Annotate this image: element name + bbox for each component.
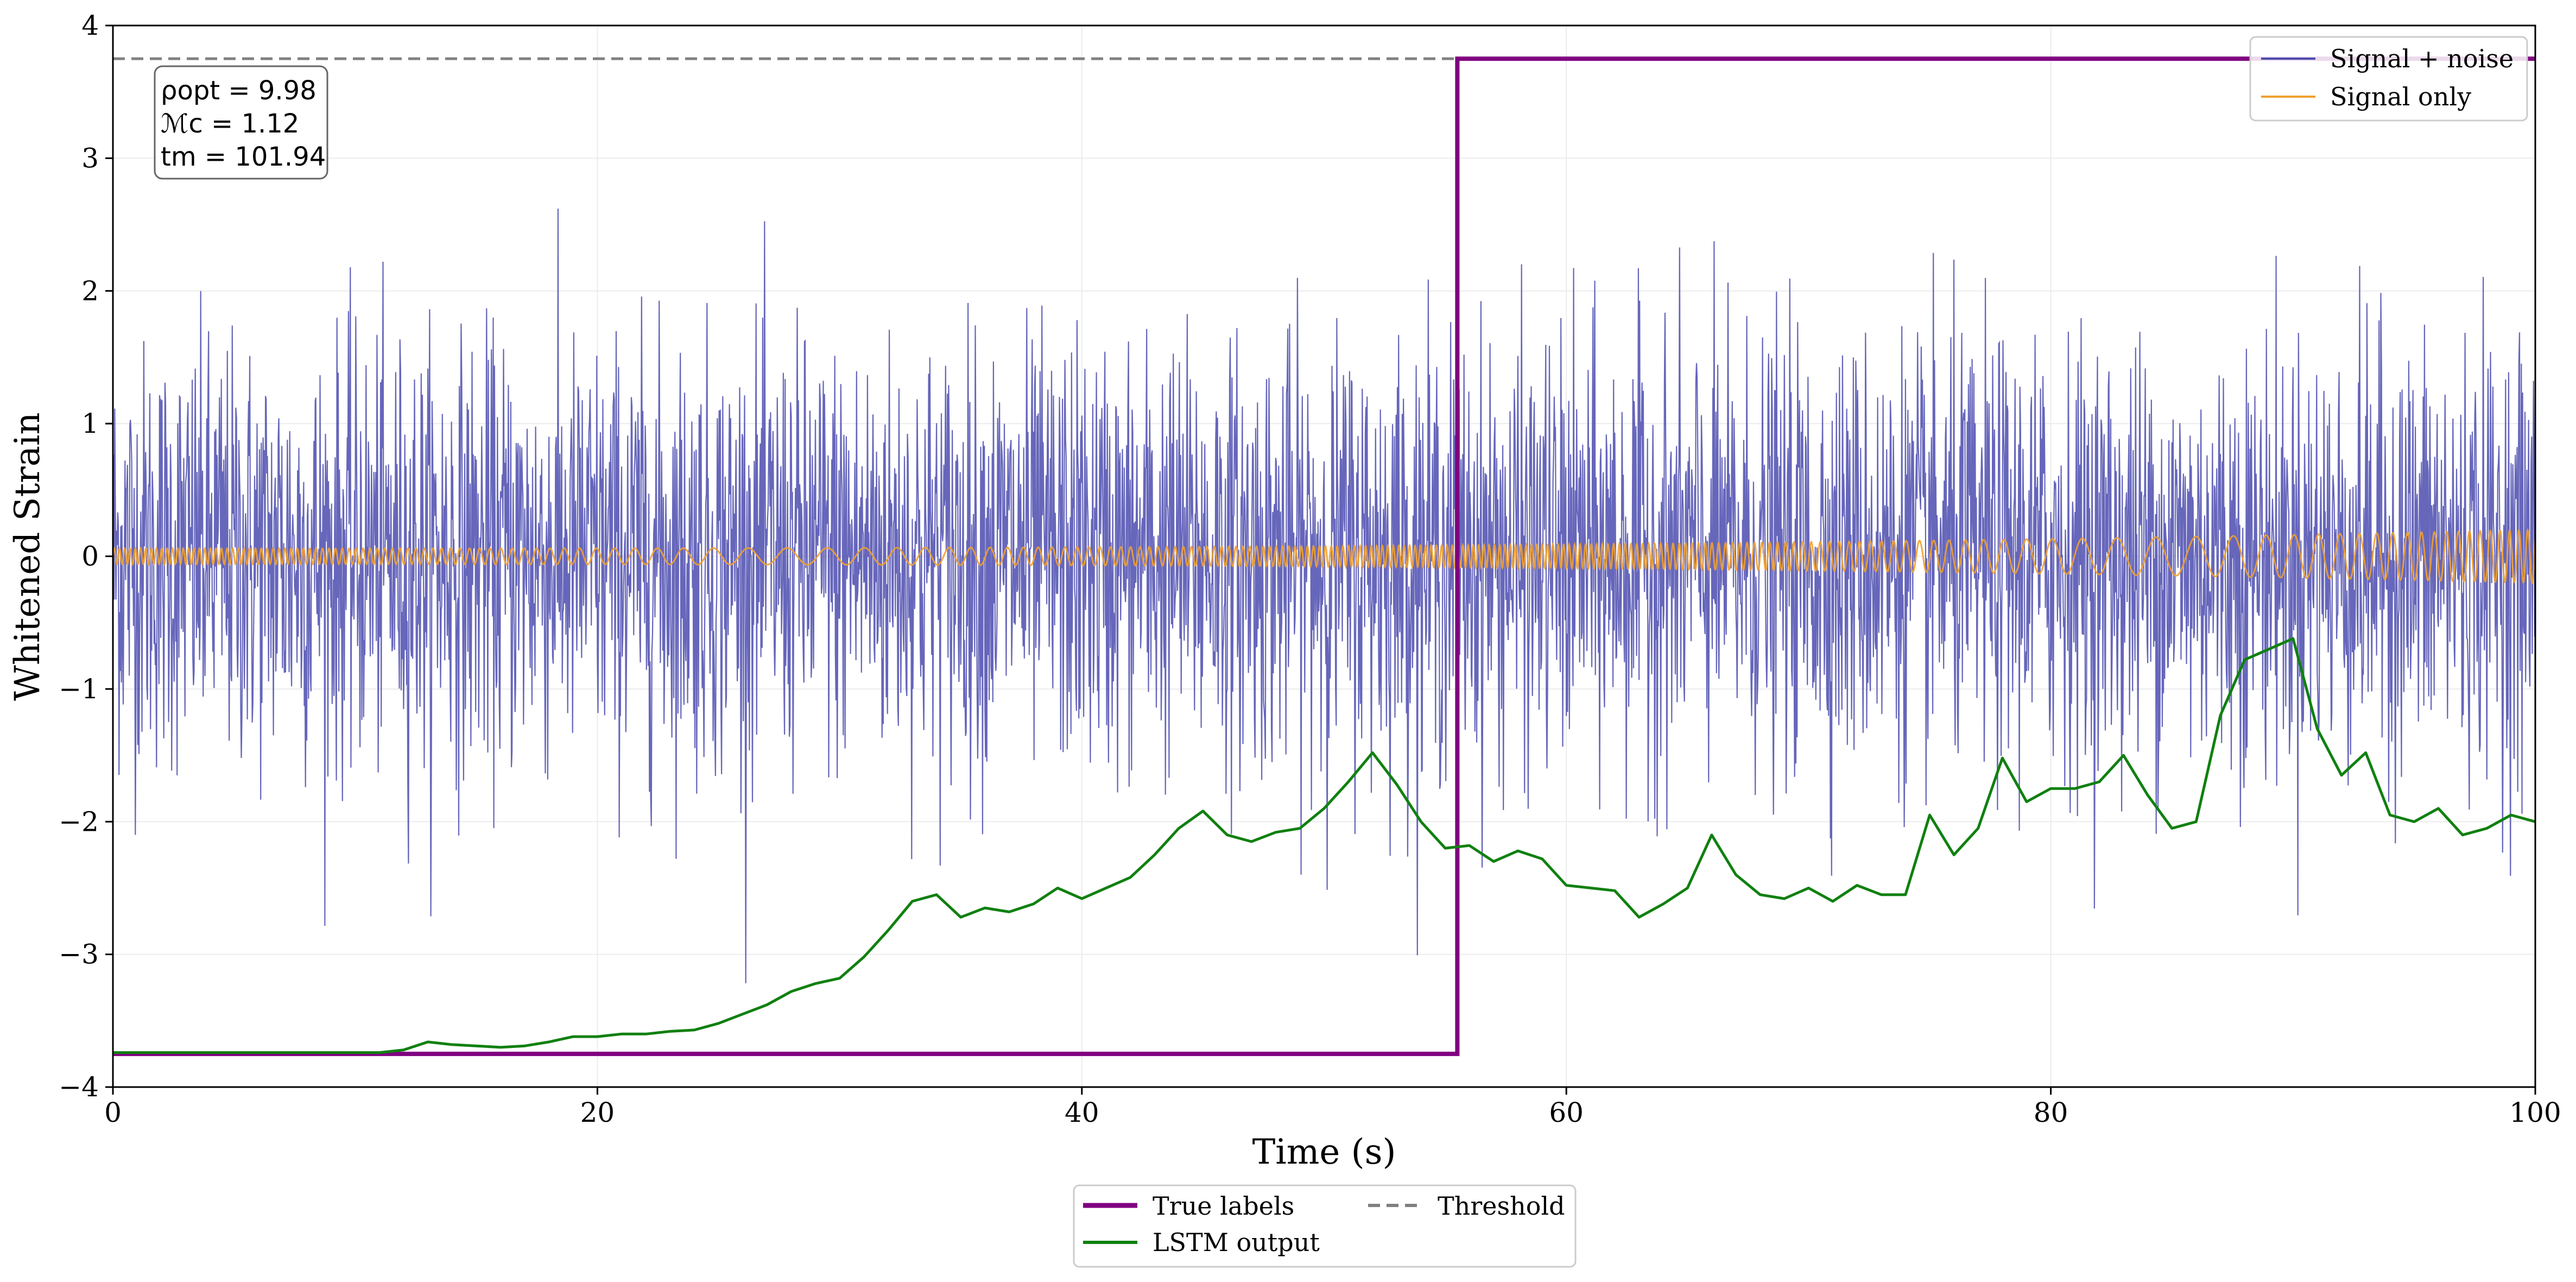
legend-label-lstm-output: LSTM output	[1153, 1228, 1320, 1257]
x-axis-title: Time (s)	[1252, 1132, 1396, 1172]
x-tick-label: 60	[1549, 1097, 1584, 1128]
series-signal-only	[112, 528, 2536, 585]
y-tick-label: 2	[81, 275, 99, 307]
annotation-merger-time: tm = 101.94	[161, 142, 326, 172]
x-tick-label: 0	[104, 1097, 122, 1128]
legend-label-true-labels: True labels	[1153, 1191, 1294, 1221]
legend-label-threshold: Threshold	[1438, 1191, 1565, 1221]
y-tick-label: 1	[81, 408, 99, 439]
y-axis-title: Whitened Strain	[8, 412, 48, 700]
annotation-box: ρopt = 9.98 ℳc = 1.12 tm = 101.94	[154, 65, 328, 180]
x-tick-label: 20	[580, 1097, 615, 1128]
series-signal-plus-noise	[112, 209, 2536, 983]
annotation-frame	[154, 65, 328, 180]
y-tick-label: −3	[59, 939, 99, 970]
y-tick-label: 0	[81, 541, 99, 572]
line-signal-only	[112, 528, 2536, 585]
legend-label-signal-only: Signal only	[2330, 82, 2471, 111]
y-tick-label: 3	[81, 142, 99, 174]
series-lstm-output	[113, 637, 2536, 1054]
annotation-rho: ρopt = 9.98	[161, 75, 317, 106]
legend-top-frame	[2249, 36, 2528, 122]
line-true-labels	[113, 56, 2535, 1056]
series-true-labels	[113, 56, 2535, 1056]
legend-label-signal-noise: Signal + noise	[2330, 44, 2514, 73]
x-tick-label: 40	[1065, 1097, 1099, 1128]
y-tick-label: −1	[59, 673, 99, 705]
y-tick-label: −4	[59, 1071, 99, 1103]
x-tick-label: 100	[2509, 1097, 2561, 1128]
legend-top-right: Signal + noise Signal only	[2249, 36, 2528, 122]
legend-bottom: True labels LSTM output Threshold	[1073, 1184, 1577, 1268]
y-tick-label: −2	[59, 806, 99, 837]
line-lstm-output	[113, 637, 2536, 1054]
line-signal-plus-noise	[112, 209, 2536, 983]
x-axis-ticks: 0 20 40 60 80 100	[104, 1087, 2561, 1128]
legend-bottom-frame	[1073, 1184, 1577, 1268]
annotation-chirp-mass: ℳc = 1.12	[161, 109, 299, 139]
x-tick-label: 80	[2034, 1097, 2068, 1128]
y-tick-label: 4	[81, 10, 99, 41]
y-axis-ticks: −4 −3 −2 −1 0 1 2 3 4	[59, 10, 113, 1103]
